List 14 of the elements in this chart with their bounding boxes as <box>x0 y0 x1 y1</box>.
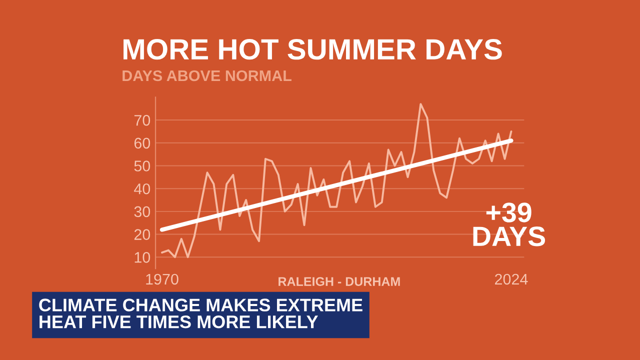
y-tick-label: 30 <box>134 206 150 218</box>
y-tick-label: 70 <box>134 114 150 126</box>
chart-title: MORE HOT SUMMER DAYS <box>124 39 502 60</box>
text: CLIMATE CHANGE MAKES EXTREME HEAT FIVE TIMES MORE LIKELY <box>39 298 362 328</box>
x-tick-label: 1970 <box>146 274 178 285</box>
y-tick-label: 20 <box>134 229 150 240</box>
y-tick-label: 10 <box>134 252 150 263</box>
annotation: +39 DAYS <box>473 202 546 246</box>
chart-subtitle: DAYS ABOVE NORMAL <box>122 70 292 82</box>
y-tick-label: 40 <box>134 183 150 194</box>
y-tick-label: 60 <box>134 138 150 149</box>
x-tick-label: 2024 <box>495 274 528 285</box>
text: RALEIGH - DURHAM <box>278 277 400 286</box>
y-tick-label: 50 <box>134 160 150 172</box>
